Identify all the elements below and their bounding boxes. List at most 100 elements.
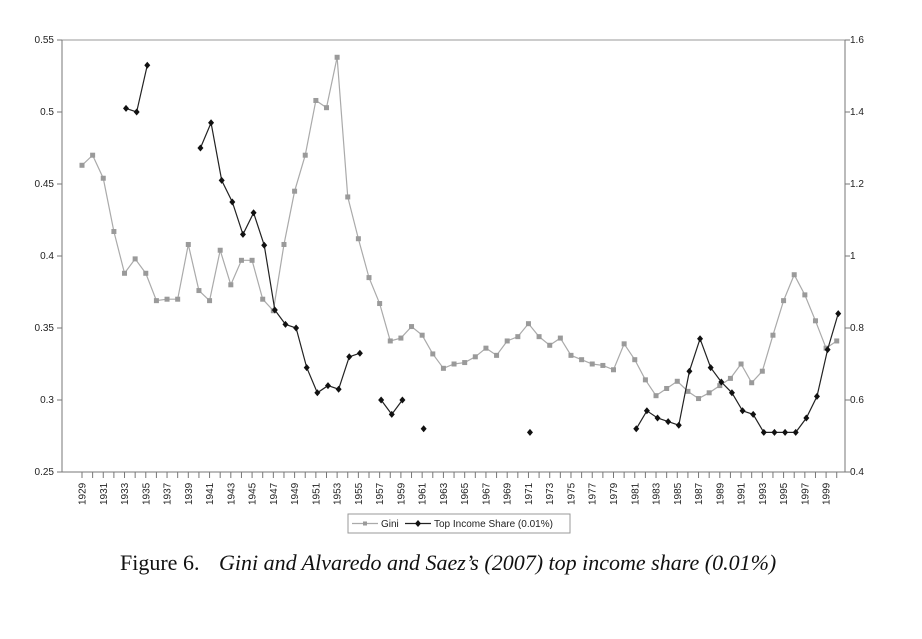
gini-point (228, 282, 234, 288)
gini-point (260, 296, 266, 302)
gini-point (217, 247, 223, 253)
x-tick-label: 1961 (418, 482, 429, 505)
x-tick-label: 1967 (481, 482, 492, 505)
gini-point (706, 390, 712, 396)
gini-point (674, 378, 680, 384)
gini-point (664, 385, 670, 391)
legend: Gini Top Income Share (0.01%) (347, 513, 571, 534)
top-income-share-point (633, 425, 640, 433)
top-income-share-point (261, 241, 268, 249)
x-tick-label: 1935 (141, 482, 152, 505)
gini-point (79, 162, 85, 168)
top-income-share-point (303, 364, 310, 372)
top-income-share-point (335, 385, 342, 393)
top-income-share-point (665, 418, 672, 426)
x-tick-label: 1951 (311, 482, 322, 505)
x-tick-label: 1937 (163, 482, 174, 505)
gini-point (696, 396, 702, 402)
left-tick-label: 0.55 (35, 35, 55, 46)
series-line-top-income-share (635, 313, 839, 433)
gini-point (642, 377, 648, 383)
top-income-share-point (728, 389, 735, 397)
series-line-gini (81, 57, 838, 400)
gini-point (409, 324, 415, 330)
gini-point (302, 152, 308, 158)
gini-point (249, 257, 255, 263)
gini-point (175, 296, 181, 302)
gini-point (483, 345, 489, 351)
gini-point (834, 338, 840, 344)
x-tick-label: 1983 (652, 482, 663, 505)
gini-point (207, 298, 213, 304)
x-tick-label: 1997 (800, 482, 811, 505)
gini-point (430, 351, 436, 357)
gini-point (387, 338, 393, 344)
top-income-share-point (271, 306, 278, 314)
x-tick-label: 1945 (248, 482, 259, 505)
legend-gini-label: Gini (381, 519, 399, 530)
top-income-share-point (197, 144, 204, 152)
top-income-share-point (654, 414, 661, 422)
top-income-share-point (707, 364, 714, 372)
x-tick-label: 1987 (694, 482, 705, 505)
gini-point (749, 380, 755, 386)
top-income-share-point (346, 353, 353, 361)
gini-point (398, 335, 404, 341)
gini-point (717, 383, 723, 389)
top-income-share-point (824, 346, 831, 354)
x-tick-label: 1953 (333, 482, 344, 505)
left-tick-label: 0.25 (35, 467, 55, 478)
gini-point (802, 292, 808, 298)
x-tick-label: 1993 (758, 482, 769, 505)
top-income-share-point (314, 389, 321, 397)
left-tick-label: 0.35 (35, 323, 55, 334)
gini-point (355, 236, 361, 242)
x-tick-label: 1985 (673, 482, 684, 505)
top-income-share-point (144, 61, 151, 69)
gini-point (334, 54, 340, 60)
top-income-share-point (718, 378, 725, 386)
gini-point (525, 321, 531, 327)
legend-box (347, 513, 571, 534)
figure-caption: Figure 6. Gini and Alvaredo and Saez’s (… (120, 548, 878, 578)
gini-point (323, 105, 329, 111)
gini-point (462, 360, 468, 366)
x-tick-label: 1929 (78, 482, 89, 505)
gini-point (164, 296, 170, 302)
top-income-share-point (378, 396, 385, 404)
legend-top-share-label: Top Income Share (0.01%) (434, 519, 553, 530)
gini-point (472, 354, 478, 360)
x-tick-label: 1957 (375, 482, 386, 505)
right-tick-label: 1 (850, 251, 856, 262)
gini-point (727, 375, 733, 381)
top-income-share-point (399, 396, 406, 404)
right-tick-label: 1.2 (850, 179, 864, 190)
top-income-share-point (739, 407, 746, 415)
gini-point (238, 257, 244, 263)
top-income-share-point (123, 104, 130, 112)
gini-point (589, 361, 595, 367)
dual-axis-line-chart: 0.25 0.3 0.35 0.4 0.45 0.5 0.55 0.4 0.6 0.8 1 1.2 1.… (35, 35, 864, 534)
gini-point (685, 388, 691, 394)
gini-point (281, 241, 287, 247)
gini-point (791, 272, 797, 278)
top-income-share-point (282, 320, 289, 328)
gini-point (292, 188, 298, 194)
gini-point (90, 152, 96, 158)
figure-caption-text: Gini and Alvaredo and Saez’s (2007) top … (218, 550, 777, 575)
right-tick-label: 1.4 (850, 107, 864, 118)
gini-point (313, 97, 319, 103)
top-income-share-point (133, 108, 140, 116)
gini-point (621, 341, 627, 347)
x-tick-label: 1971 (524, 482, 535, 505)
left-tick-label: 0.5 (40, 107, 54, 118)
gini-point (153, 298, 159, 304)
top-income-share-point (782, 428, 789, 436)
gini-point (451, 361, 457, 367)
right-tick-label: 0.8 (850, 323, 864, 334)
x-tick-label: 1947 (269, 482, 280, 505)
x-tick-label: 1941 (205, 482, 216, 505)
top-income-share-point (643, 407, 650, 415)
gini-point (770, 332, 776, 338)
top-income-share-point (208, 119, 215, 127)
